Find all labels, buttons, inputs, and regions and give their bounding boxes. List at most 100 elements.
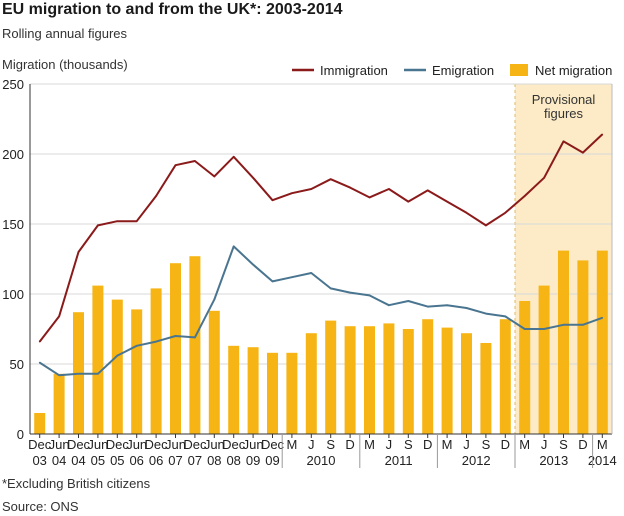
y-tick-label: 150 [2,217,24,232]
x-tick-label: J [308,437,315,452]
x-tick-label: D [345,437,354,452]
x-tick-label: M [364,437,375,452]
immigration-point [291,192,293,194]
emigration-point [271,280,274,283]
net-migration-bar [383,323,395,434]
y-axis-label: Migration (thousands) [2,57,128,72]
net-migration-bar [189,256,201,434]
y-tick-label: 50 [10,357,24,372]
emigration-point [135,345,138,347]
x-tick-label: S [404,437,413,452]
immigration-point [77,251,80,253]
x-tick-label: Jun [126,437,147,452]
immigration-line [38,133,603,343]
emigration-point [543,328,545,330]
bar-layer [34,250,608,434]
immigration-point [446,200,448,203]
immigration-point [252,177,254,179]
x-tick-label: Dec [106,437,130,452]
emigration-point [232,245,235,248]
x-year-group-label: 2013 [539,453,568,468]
x-tick-label: M [442,437,453,452]
x-year-group-label: 2010 [307,453,336,468]
immigration-point [349,186,351,189]
immigration-point [97,224,99,227]
annotation-text: Provisional [532,92,596,107]
emigration-point [116,354,119,357]
footnote: *Excluding British citizens [2,476,151,491]
emigration-point [291,276,293,279]
x-year-group-label: 2011 [385,453,413,468]
emigration-point [329,287,332,290]
x-tick-label: M [286,437,297,452]
emigration-point [601,317,604,319]
emigration-point [77,373,80,375]
net-migration-bar [422,319,434,434]
net-migration-bar [596,250,608,434]
x-tick-label-year: 08 [226,453,240,468]
emigration-point [426,305,429,308]
immigration-point [465,212,468,214]
emigration-point [97,373,99,375]
line-layer [38,133,604,377]
net-migration-bar [441,327,453,434]
x-tick-label: S [326,437,335,452]
x-tick-label: J [386,437,393,452]
x-tick-label: Dec [261,437,285,452]
net-migration-bar [150,288,162,434]
emigration-point [504,315,507,318]
x-tick-label: Dec [28,437,52,452]
emigration-point [155,340,157,343]
immigration-point [271,199,274,201]
immigration-point [388,188,390,190]
net-migration-bar [364,326,375,434]
net-migration-bar [519,301,531,434]
x-tick-label: Dec [67,437,91,452]
immigration-point [582,151,584,154]
emigration-point [349,291,351,294]
legend-label-emigration: Emigration [432,63,494,78]
net-migration-bar [480,343,492,434]
x-tick-label: S [482,437,491,452]
x-tick-label-year: 06 [129,453,143,468]
net-migration-bar [499,319,511,434]
immigration-point [232,156,235,158]
net-migration-bar [402,329,414,434]
net-migration-bar [325,320,337,434]
x-tick-label: S [559,437,568,452]
x-tick-label-year: 06 [149,453,163,468]
x-tick-label-year: 04 [52,453,66,468]
immigration-point [174,164,177,166]
x-tick-label: Jun [204,437,225,452]
immigration-point [601,133,604,136]
immigration-point [485,224,487,227]
net-migration-bar [461,333,472,434]
emigration-point [38,361,41,364]
x-tick-label-year: 03 [32,453,46,468]
net-migration-bar [111,299,123,434]
y-tick-label: 200 [2,147,24,162]
chart-title: EU migration to and from the UK*: 2003-2… [2,1,343,18]
x-tick-label-year: 09 [246,453,260,468]
emigration-line [39,245,603,377]
x-tick-label: M [597,437,608,452]
x-tick-label: D [501,437,510,452]
chart-subtitle: Rolling annual figures [2,26,128,41]
legend: Immigration Emigration Net migration [292,63,612,78]
net-migration-bar [170,263,181,434]
x-tick-label: J [463,437,470,452]
grid-layer [30,83,612,365]
immigration-point [116,220,119,222]
immigration-point [155,195,157,197]
net-migration-bar [577,260,589,434]
emigration-point [446,304,448,307]
emigration-point [213,298,216,301]
x-tick-label-year: 05 [110,453,124,468]
immigration-point [213,175,216,178]
y-tick-label: 100 [2,287,24,302]
legend-swatch-net-migration [510,64,528,76]
net-migration-bar [92,285,104,434]
x-tick-label: Jun [87,437,108,452]
immigration-point [562,140,565,143]
